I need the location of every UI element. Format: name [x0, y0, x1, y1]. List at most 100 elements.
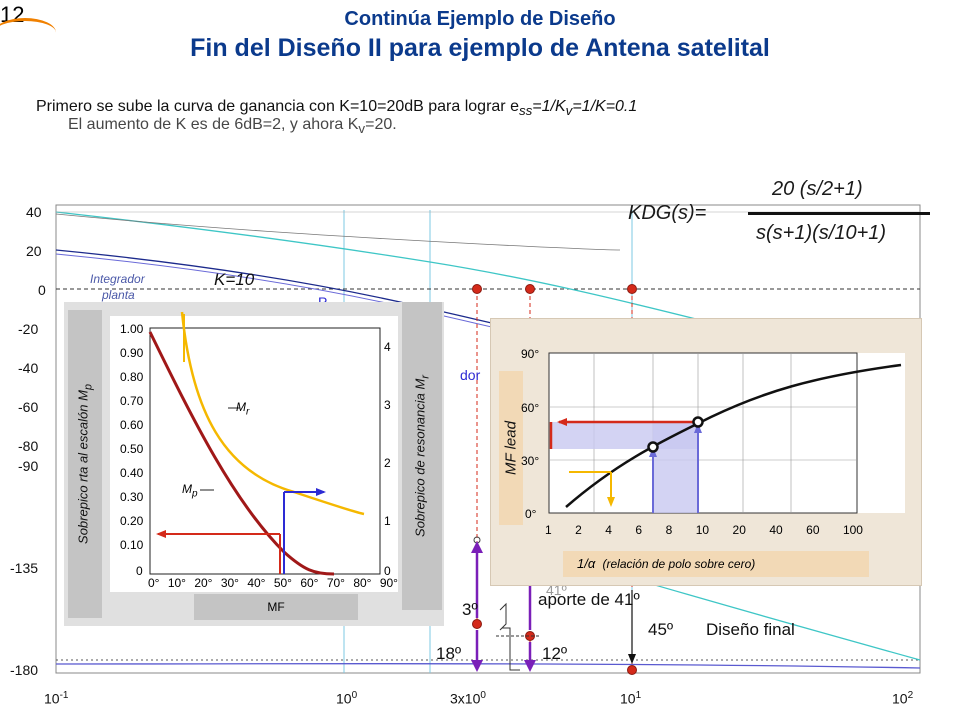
lead-ylabel: MF lead — [502, 421, 520, 475]
label-aporte: aporte de 41º — [538, 590, 640, 609]
lead-xtick: 1 — [545, 523, 552, 537]
tf-denominator: s(s+1)(s/10+1) — [756, 222, 887, 244]
label-k10: K=10 — [214, 270, 255, 289]
yr-tick-3: 3 — [384, 398, 391, 412]
mf-tick: 80° — [353, 576, 372, 590]
yr-tick-4: 4 — [384, 340, 391, 354]
marker-dot-6 — [627, 665, 637, 675]
slide-title-main: Fin del Diseño II para ejemplo de Antena… — [190, 34, 770, 62]
mag-tick-m60: -60 — [18, 399, 39, 415]
mag-tick-20: 20 — [26, 243, 42, 259]
lead-xlabel-text: (relación de polo sobre cero) — [602, 557, 756, 571]
marker-dot-4 — [472, 619, 482, 629]
x-tick-c: 3x10 — [450, 690, 481, 707]
x-tick-0p1: 10-1 — [44, 690, 68, 707]
lead-ytick-90: 90° — [521, 347, 540, 361]
lead-xtick: 60 — [806, 523, 820, 537]
x-tick-b: 10 — [336, 690, 352, 707]
mp-curve — [148, 331, 335, 576]
lead-xtick: 20 — [732, 523, 746, 537]
mp-mr-axes — [149, 327, 381, 575]
mr-annotation-sub: r — [246, 406, 250, 418]
intro-line-2: El aumento de K es de 6dB=2, y ahora Kv=… — [68, 116, 397, 136]
yl-tick-0: 0 — [136, 564, 143, 578]
lead-blue-fill-2 — [653, 422, 697, 513]
yl-tick-01: 0.10 — [120, 538, 144, 552]
label-12deg: 12º — [542, 644, 568, 663]
lead-point-2 — [692, 416, 704, 428]
mp-mr-chart — [110, 311, 398, 592]
x-tick-e: 10 — [892, 690, 908, 707]
lead-ytick-0: 0° — [525, 507, 537, 521]
mr-annotation: Mr — [236, 400, 249, 417]
mp-annotation-text: M — [182, 482, 192, 496]
x-tick-a-exp: -1 — [59, 690, 69, 701]
marker-dot-1 — [472, 284, 482, 294]
x-tick-10: 101 — [620, 690, 641, 707]
mr-curve — [180, 311, 365, 516]
label-dor-fragment: dor — [460, 367, 481, 383]
lead-point-1 — [647, 441, 659, 453]
label-18deg: 18º — [436, 644, 462, 663]
yl-tick-08: 0.80 — [120, 370, 144, 384]
label-integrador: Integrador — [90, 272, 145, 286]
intro-line1-prefix: Primero se sube la curva de ganancia con… — [36, 98, 519, 115]
lead-xtick: 10 — [695, 523, 710, 537]
label-aporte-overlap: 41º — [546, 582, 567, 598]
mf-tick: 0° — [148, 576, 160, 590]
yl-tick-03: 0.30 — [120, 490, 144, 504]
yr-tick-0: 0 — [384, 564, 391, 578]
lead-phase-chart — [548, 352, 905, 514]
lead-ylabel-box: MF lead — [499, 371, 523, 525]
curve-phase-blue — [55, 663, 921, 669]
lead-ytick-60: 60° — [521, 401, 540, 415]
mf-tick: 70° — [326, 576, 345, 590]
tf-fraction-bar — [748, 212, 930, 215]
label-planta: planta — [102, 288, 135, 302]
yl-tick-04: 0.40 — [120, 466, 144, 480]
mf-tick: 30° — [220, 576, 239, 590]
panel-lead-phase: MF lead 90° 60° 30° 0° 1 2 4 6 8 10 20 4… — [490, 318, 922, 586]
lead-xtick: 6 — [635, 523, 643, 537]
intro-line2-sub: v — [358, 121, 366, 137]
label-3deg: 3º — [462, 600, 478, 619]
mf-tick: 20° — [194, 576, 213, 590]
phase-tick-m135: -135 — [10, 560, 39, 576]
mp-mr-bg — [110, 316, 398, 592]
lead-xtick: 100 — [842, 523, 863, 537]
mf-tick: 10° — [167, 576, 186, 590]
corner-decoration — [0, 18, 56, 47]
yl-tick-1: 1.00 — [120, 322, 144, 336]
x-tick-d: 10 — [620, 690, 636, 707]
panel-left-xlabel: MF — [194, 594, 358, 620]
bracket-18deg — [502, 627, 520, 671]
x-tick-d-exp: 1 — [635, 690, 642, 701]
x-tick-1: 100 — [336, 690, 357, 707]
phase-tick-m180: -180 — [10, 662, 39, 678]
x-tick-3: 3x100 — [450, 690, 486, 707]
yl-tick-09: 0.90 — [120, 346, 144, 360]
lead-x-ticks: 1 2 4 6 8 10 20 40 60 100 — [545, 523, 863, 537]
intro-line1-sub2: v — [565, 103, 573, 119]
lead-xlabel-sym: 1/α — [577, 556, 596, 571]
x-tick-c-exp: 0 — [480, 690, 486, 701]
lead-xlabel: 1/α (relación de polo sobre cero) — [563, 551, 869, 577]
marker-dot-3 — [627, 284, 637, 294]
intro-line1-sub1: ss — [518, 103, 533, 119]
yl-tick-05: 0.50 — [120, 442, 144, 456]
tf-numerator: 20 (s/2+1) — [772, 178, 863, 200]
phase-tick-m90: -90 — [18, 458, 39, 474]
yl-tick-02: 0.20 — [120, 514, 144, 528]
mp-annotation-sub: p — [192, 488, 198, 500]
mp-annotation: Mp — [182, 482, 198, 499]
marker-dot-5 — [525, 631, 535, 641]
lead-xtick: 2 — [575, 523, 582, 537]
mag-tick-m20: -20 — [18, 321, 39, 337]
yr-tick-2: 2 — [384, 456, 391, 470]
slide-title-top: Continúa Ejemplo de Diseño — [344, 8, 616, 30]
lead-xtick: 40 — [769, 523, 783, 537]
mf-tick: 90° — [379, 576, 398, 590]
mr-annotation-text: M — [236, 400, 246, 414]
intro-line2-suffix: =20. — [365, 116, 397, 133]
curve-mag-gray — [55, 213, 621, 251]
